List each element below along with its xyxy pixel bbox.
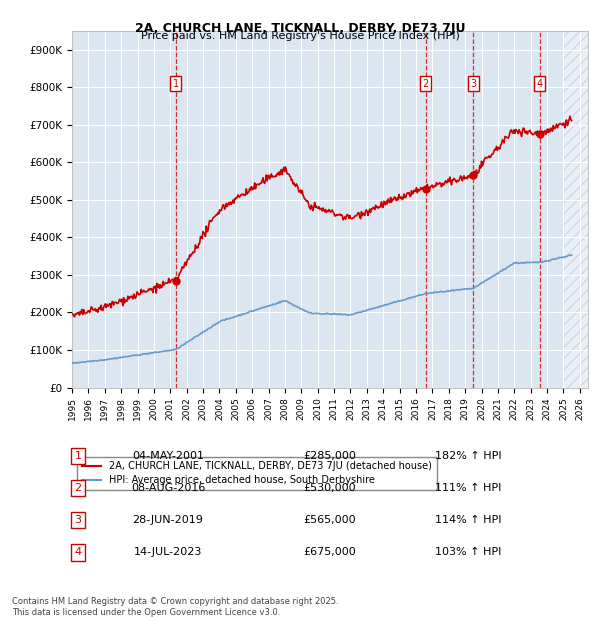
Text: 28-JUN-2019: 28-JUN-2019 — [133, 515, 203, 525]
Text: 1: 1 — [74, 451, 82, 461]
Text: 3: 3 — [74, 515, 82, 525]
Text: 08-AUG-2016: 08-AUG-2016 — [131, 483, 205, 493]
Text: Price paid vs. HM Land Registry's House Price Index (HPI): Price paid vs. HM Land Registry's House … — [140, 31, 460, 41]
Text: 4: 4 — [74, 547, 82, 557]
Text: 1: 1 — [173, 79, 179, 89]
Text: 2A, CHURCH LANE, TICKNALL, DERBY, DE73 7JU: 2A, CHURCH LANE, TICKNALL, DERBY, DE73 7… — [135, 22, 465, 35]
Text: 04-MAY-2001: 04-MAY-2001 — [132, 451, 204, 461]
Legend: 2A, CHURCH LANE, TICKNALL, DERBY, DE73 7JU (detached house), HPI: Average price,: 2A, CHURCH LANE, TICKNALL, DERBY, DE73 7… — [77, 456, 437, 490]
Text: 2: 2 — [74, 483, 82, 493]
Text: £285,000: £285,000 — [304, 451, 356, 461]
Text: 4: 4 — [536, 79, 542, 89]
Text: Contains HM Land Registry data © Crown copyright and database right 2025.
This d: Contains HM Land Registry data © Crown c… — [12, 598, 338, 617]
Text: 103% ↑ HPI: 103% ↑ HPI — [435, 547, 501, 557]
Text: 182% ↑ HPI: 182% ↑ HPI — [434, 451, 502, 461]
Text: £530,000: £530,000 — [304, 483, 356, 493]
Text: 3: 3 — [470, 79, 476, 89]
Bar — [563, 31, 588, 388]
Text: 114% ↑ HPI: 114% ↑ HPI — [435, 515, 501, 525]
Text: £565,000: £565,000 — [304, 515, 356, 525]
Text: £675,000: £675,000 — [304, 547, 356, 557]
Text: 14-JUL-2023: 14-JUL-2023 — [134, 547, 202, 557]
Text: 2: 2 — [423, 79, 429, 89]
Text: 111% ↑ HPI: 111% ↑ HPI — [435, 483, 501, 493]
